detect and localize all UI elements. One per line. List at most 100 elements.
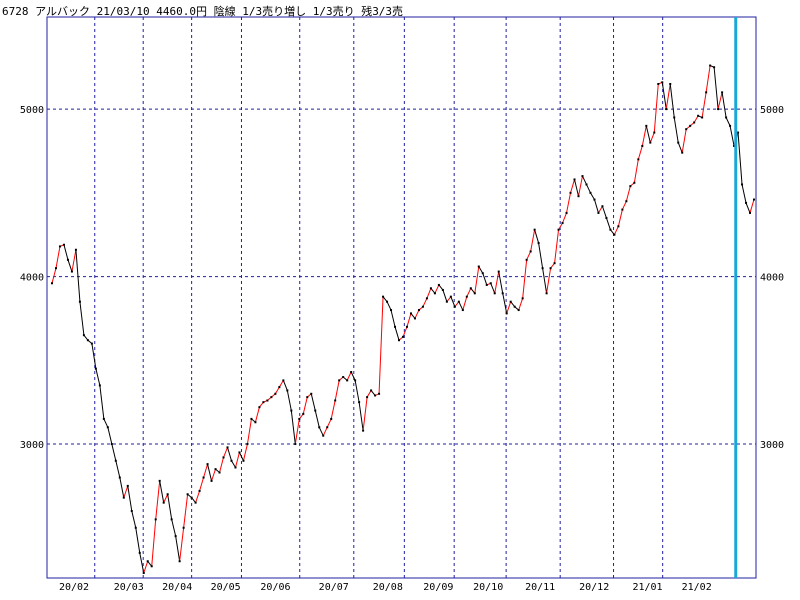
price-segment [386,301,392,311]
price-segment [462,296,468,311]
price-segment [450,296,456,307]
price-point [689,124,692,127]
y-tick-label-left: 3000 [20,440,44,451]
price-point [150,565,153,568]
price-point [218,471,221,474]
price-point [114,459,117,462]
price-point [282,379,285,382]
price-point [445,300,448,303]
price-point [190,496,193,499]
price-point [541,267,544,270]
price-point [214,468,217,471]
price-point [709,64,712,67]
price-point [330,417,333,420]
price-point [561,221,564,224]
price-segment [111,443,117,461]
price-segment [119,477,125,498]
price-segment [402,326,408,338]
price-segment [538,242,544,269]
x-tick-label: 20/08 [373,582,403,593]
price-segment [242,443,248,461]
x-tick-label: 20/05 [211,582,241,593]
price-segment [155,480,161,520]
price-segment [91,343,97,369]
price-segment [713,67,719,110]
price-point [290,409,293,412]
price-point [569,191,572,194]
price-point [230,459,233,462]
price-point [701,116,704,119]
price-point [206,463,209,466]
price-point [286,389,289,392]
price-segment [219,457,224,473]
price-point [374,394,377,397]
x-axis-labels: 20/02 20/03 20/04 20/05 20/06 20/07 20/08 20/09… [59,582,712,593]
price-point [621,208,624,211]
price-point [326,426,329,429]
price-segment [195,490,201,503]
price-point [366,396,369,399]
price-segment [677,142,683,153]
price-segment [673,117,679,143]
price-segment [466,288,472,297]
price-point [429,287,432,290]
price-segment [151,519,157,567]
x-tick-label: 20/03 [114,582,144,593]
price-segment [506,301,512,314]
price-segment [498,271,504,294]
price-segment [653,83,659,133]
price-segment [745,202,751,214]
y-tick-label-left: 4000 [20,273,44,284]
price-segment [290,410,296,445]
x-tick-label: 20/12 [579,582,609,593]
price-point [637,158,640,161]
price-segment [582,175,587,185]
price-segment [171,519,177,537]
price-point [310,392,313,395]
price-segment [330,400,336,420]
price-point [162,501,165,504]
price-segment [737,132,743,185]
price-point [673,116,676,119]
price-segment [115,460,121,478]
price-point [581,175,584,178]
price-point [322,434,325,437]
price-segment [179,527,185,562]
price-point [493,292,496,295]
price-segment [601,206,607,219]
price-segment [482,273,488,286]
price-segment [310,393,316,411]
chart-title: 6728 アルバック 21/03/10 4460.0円 陰線 1/3売り増し 1… [2,5,404,18]
price-point [685,128,688,131]
price-segment [590,192,595,200]
price-point [557,228,560,231]
price-segment [721,92,727,118]
price-point [342,376,345,379]
price-segment [522,259,528,299]
price-segment [526,251,532,261]
price-point [425,297,428,300]
price-segment [274,386,280,395]
price-point [122,496,125,499]
price-point [82,334,85,337]
price-segment [175,536,181,562]
price-point [593,198,596,201]
price-segment [123,485,129,498]
price-point [681,151,684,154]
grid-lines [47,17,756,578]
x-tick-label: 20/09 [423,582,453,593]
price-segment [701,92,707,118]
price-point [737,131,740,134]
price-point [601,205,604,208]
plot-frame [46,16,757,579]
price-point [421,305,424,308]
price-segment [390,309,396,327]
price-point [605,216,608,219]
price-point [741,183,744,186]
price-point [545,292,548,295]
price-segment [562,212,567,224]
price-point [238,451,241,454]
price-point [126,484,129,487]
price-segment [494,271,500,294]
